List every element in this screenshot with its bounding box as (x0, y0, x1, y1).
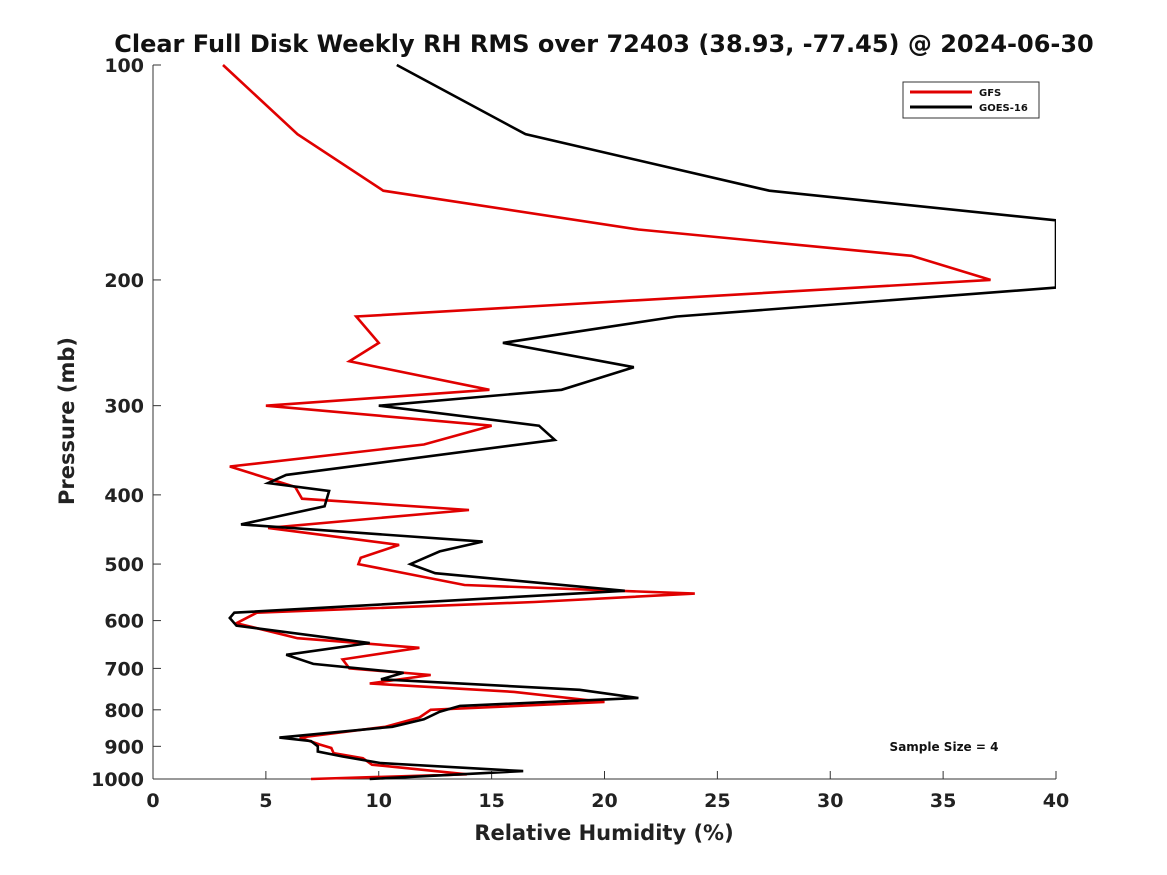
x-tick-label: 15 (478, 790, 504, 812)
chart-title: Clear Full Disk Weekly RH RMS over 72403… (114, 30, 1094, 58)
legend-box (902, 81, 1040, 119)
y-tick-label: 500 (104, 554, 144, 576)
y-tick-label: 700 (104, 658, 144, 680)
legend-label-gfs: GFS (979, 88, 1001, 99)
x-tick-label: 40 (1043, 790, 1069, 812)
y-tick-label: 200 (104, 270, 144, 292)
y-tick-label: 400 (104, 485, 144, 507)
y-tick-label: 600 (104, 611, 144, 633)
x-tick-label: 35 (930, 790, 956, 812)
x-tick-label: 25 (704, 790, 730, 812)
x-tick-label: 5 (259, 790, 272, 812)
y-tick-label: 900 (104, 736, 144, 758)
x-tick-label: 10 (366, 790, 392, 812)
y-tick-label: 1000 (91, 769, 144, 791)
sample-size-annotation: Sample Size = 4 (890, 740, 999, 754)
x-tick-label: 20 (591, 790, 617, 812)
legend-label-goes16: GOES-16 (979, 103, 1028, 114)
y-axis-label: Pressure (mb) (55, 337, 79, 505)
x-axis-label: Relative Humidity (%) (474, 821, 733, 845)
axes: 0 5 10 15 20 25 30 35 40 100 200 300 400 500 600 700 800… (91, 55, 1069, 812)
y-tick-label: 100 (104, 55, 144, 77)
x-tick-label: 0 (146, 790, 159, 812)
x-tick-label: 30 (817, 790, 843, 812)
y-tick-label: 300 (104, 396, 144, 418)
series-line-gfs (222, 64, 991, 781)
series-line-goes16 (228, 63, 1056, 781)
legend: GFS GOES-16 (902, 81, 1040, 119)
series-layer (222, 63, 1056, 781)
y-tick-label: 800 (104, 700, 144, 722)
